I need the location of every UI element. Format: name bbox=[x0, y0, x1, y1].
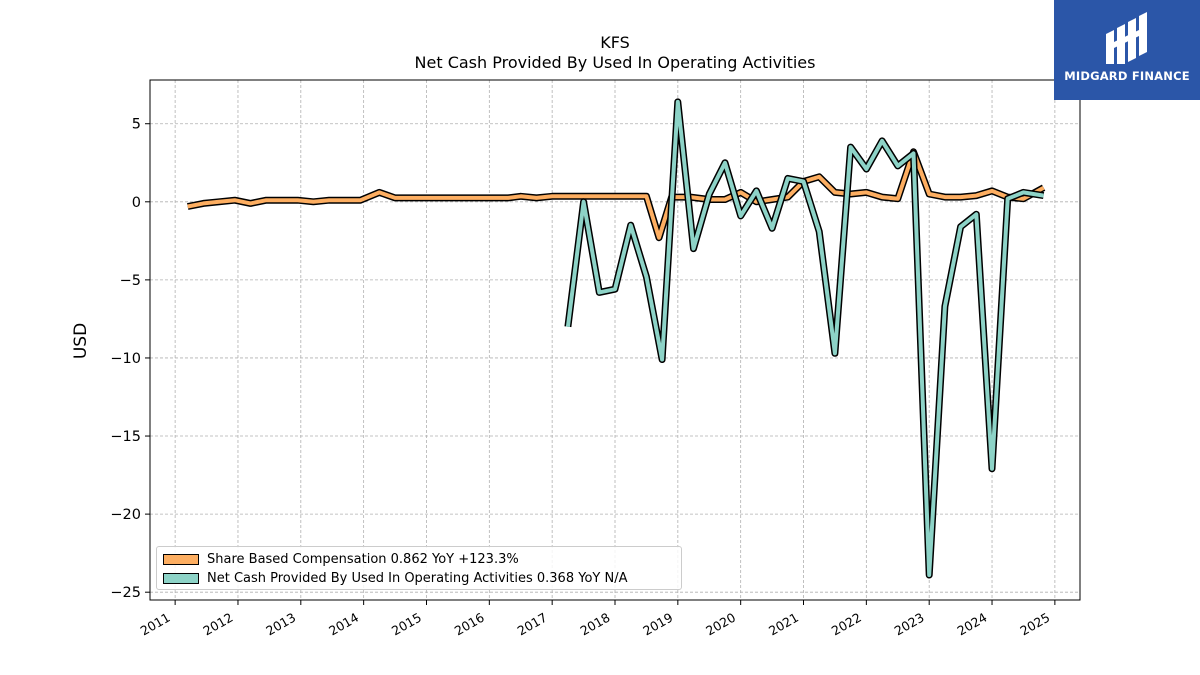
x-tick-label: 2019 bbox=[640, 610, 675, 639]
legend-swatch-orange bbox=[163, 554, 199, 565]
x-tick-label: 2021 bbox=[766, 610, 801, 639]
legend-label: Net Cash Provided By Used In Operating A… bbox=[207, 571, 628, 586]
y-axis-label: USD bbox=[71, 323, 91, 359]
series-line-net-cash-provided-by-used-in-operating-activities bbox=[565, 99, 1044, 577]
x-tick-label: 2025 bbox=[1017, 610, 1052, 639]
y-tick-label: 5 bbox=[132, 117, 141, 133]
chart-legend: Share Based Compensation 0.862 YoY +123.… bbox=[156, 546, 682, 590]
y-tick-label: −15 bbox=[110, 429, 141, 445]
x-tick-label: 2014 bbox=[326, 610, 361, 639]
x-tick-label: 2018 bbox=[577, 610, 612, 639]
y-tick-label: −20 bbox=[110, 507, 141, 523]
x-tick-label: 2023 bbox=[892, 610, 927, 639]
y-tick-label: −5 bbox=[120, 273, 141, 289]
x-tick-label: 2012 bbox=[200, 610, 235, 639]
x-tick-label: 2024 bbox=[954, 610, 989, 639]
y-tick-label: 0 bbox=[132, 195, 141, 211]
x-tick-label: 2015 bbox=[389, 610, 424, 639]
legend-swatch-teal bbox=[163, 573, 199, 584]
legend-item-net-cash: Net Cash Provided By Used In Operating A… bbox=[163, 569, 675, 588]
x-tick-label: 2017 bbox=[515, 610, 550, 639]
series-layer bbox=[187, 98, 1046, 579]
brand-name: MIDGARD FINANCE bbox=[1064, 69, 1190, 83]
legend-item-share-based-compensation: Share Based Compensation 0.862 YoY +123.… bbox=[163, 550, 675, 569]
logo-mark-icon bbox=[1106, 12, 1147, 64]
x-tick-label: 2013 bbox=[263, 610, 298, 639]
legend-label: Share Based Compensation 0.862 YoY +123.… bbox=[207, 552, 519, 567]
x-tick-label: 2016 bbox=[452, 610, 487, 639]
y-tick-label: −10 bbox=[110, 351, 141, 367]
chart-title: KFS bbox=[600, 33, 630, 52]
brand-logo: MIDGARD FINANCE bbox=[1054, 0, 1200, 100]
chart-subtitle: Net Cash Provided By Used In Operating A… bbox=[415, 53, 816, 72]
x-tick-label: 2020 bbox=[703, 610, 738, 639]
x-tick-label: 2011 bbox=[138, 610, 173, 639]
y-tick-label: −25 bbox=[110, 585, 141, 601]
series-outline-net-cash-provided-by-used-in-operating-activities bbox=[564, 98, 1045, 579]
x-tick-label: 2022 bbox=[829, 610, 864, 639]
